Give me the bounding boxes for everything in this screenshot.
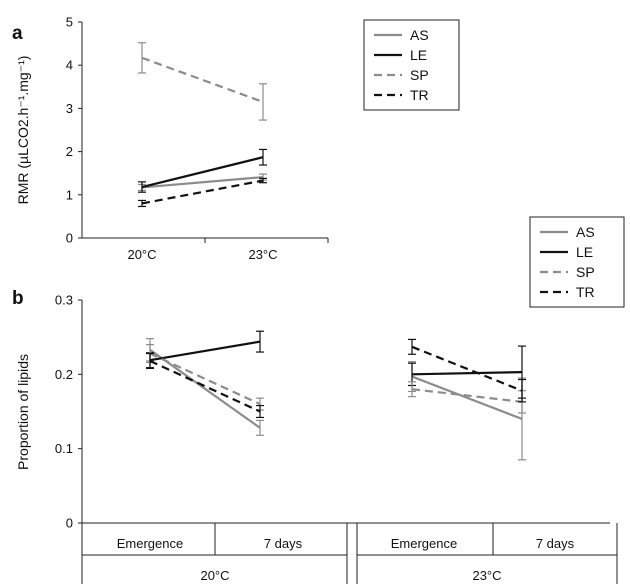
series-line-as (141, 175, 264, 189)
legend-label-as: AS (576, 224, 595, 240)
y-tick-label: 3 (66, 101, 73, 116)
x-tick-label: 20°C (127, 247, 156, 262)
y-axis-title: RMR (µLCO2.h⁻¹.mg⁻¹) (15, 56, 31, 205)
y-tick-label: 0 (66, 231, 73, 246)
y-tick-label: 0.2 (55, 367, 73, 382)
x-tick-label: Emergence (117, 536, 183, 551)
y-tick-label: 1 (66, 187, 73, 202)
legend-label-sp: SP (410, 67, 429, 83)
legend-label-sp: SP (576, 264, 595, 280)
x-tick-label: 7 days (264, 536, 303, 551)
legend-label-as: AS (410, 27, 429, 43)
panel-letter-a: a (12, 23, 23, 44)
y-tick-label: 0.3 (55, 293, 73, 308)
x-group-label: 23°C (472, 568, 501, 583)
panel-a: a 0 1 2 3 4 5 20°C 23°C RMR (µLCO2.h⁻¹.mg⁻¹) AS LE S… (12, 15, 460, 262)
y-tick-label: 4 (66, 58, 73, 73)
x-tick-label: 7 days (536, 536, 575, 551)
legend-label-le: LE (410, 47, 427, 63)
series-line-tr (411, 345, 523, 392)
panel-b: b 0 0.1 0.2 0.3 Proportion of lipids Emergence… (12, 216, 625, 584)
series-line-tr (141, 179, 264, 205)
x-group-label: 20°C (200, 568, 229, 583)
series-line-sp (141, 56, 264, 103)
y-axis-title: Proportion of lipids (15, 354, 31, 470)
y-tick-label: 0.1 (55, 441, 73, 456)
y-tick-label: 2 (66, 144, 73, 159)
panel-letter-b: b (12, 288, 24, 309)
series-line-le (141, 156, 264, 189)
legend-label-tr: TR (410, 87, 429, 103)
series-line-tr (149, 359, 261, 413)
series-line-sp (149, 352, 261, 406)
series-line-le (149, 340, 261, 362)
x-tick-label: Emergence (391, 536, 457, 551)
legend-label-le: LE (576, 244, 593, 260)
y-tick-label: 5 (66, 15, 73, 30)
series-line-as (411, 375, 523, 420)
legend-label-tr: TR (576, 284, 595, 300)
x-tick-label: 23°C (248, 247, 277, 262)
series-line-sp (411, 388, 523, 403)
series-line-le (411, 371, 523, 376)
y-tick-label: 0 (66, 516, 73, 531)
